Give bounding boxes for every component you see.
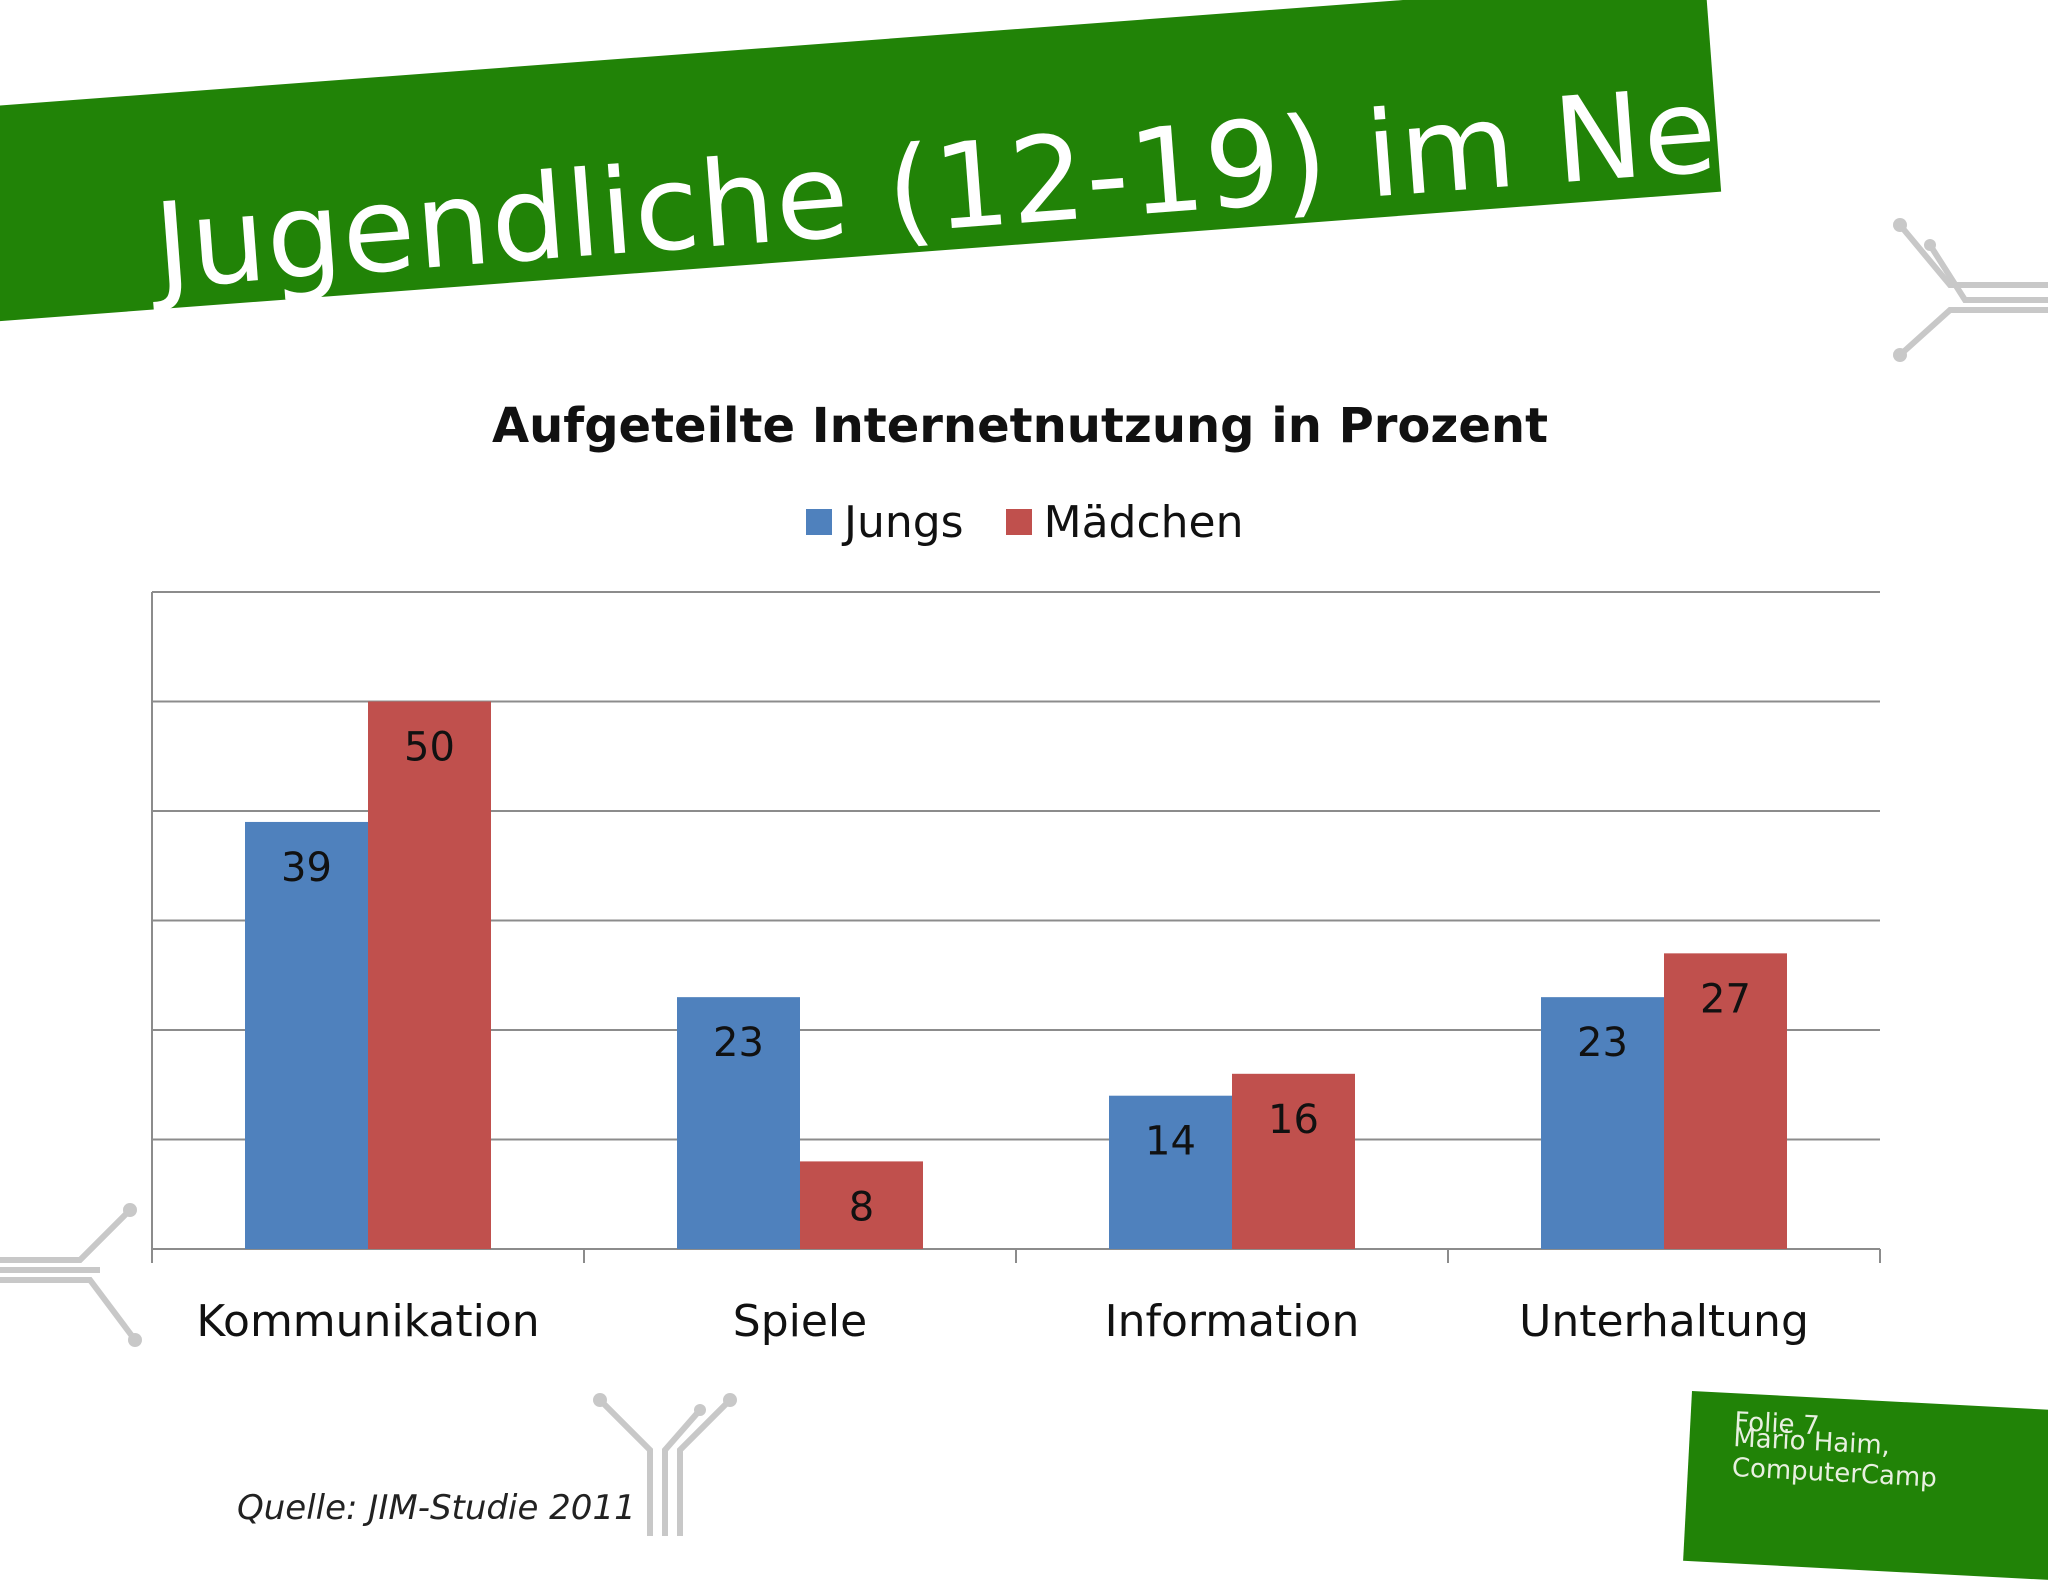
bar-mädchen-kommunikation bbox=[368, 702, 491, 1250]
source-note: Quelle: JIM-Studie 2011 bbox=[237, 1488, 636, 1528]
data-label: 16 bbox=[1268, 1097, 1319, 1143]
data-label: 23 bbox=[1577, 1020, 1628, 1066]
data-label: 39 bbox=[281, 845, 332, 891]
data-label: 23 bbox=[713, 1020, 764, 1066]
category-label: Spiele bbox=[733, 1296, 867, 1347]
data-label: 8 bbox=[849, 1184, 874, 1230]
category-label: Unterhaltung bbox=[1519, 1296, 1809, 1347]
data-label: 50 bbox=[404, 725, 455, 771]
data-label: 27 bbox=[1700, 976, 1751, 1022]
category-label: Information bbox=[1105, 1296, 1360, 1347]
bar-chart: 39 50 Kommunikation 23 8 Spiele 14 16 Informatio… bbox=[0, 0, 2048, 1400]
data-label: 14 bbox=[1145, 1119, 1196, 1165]
category-label: Kommunikation bbox=[196, 1296, 539, 1347]
